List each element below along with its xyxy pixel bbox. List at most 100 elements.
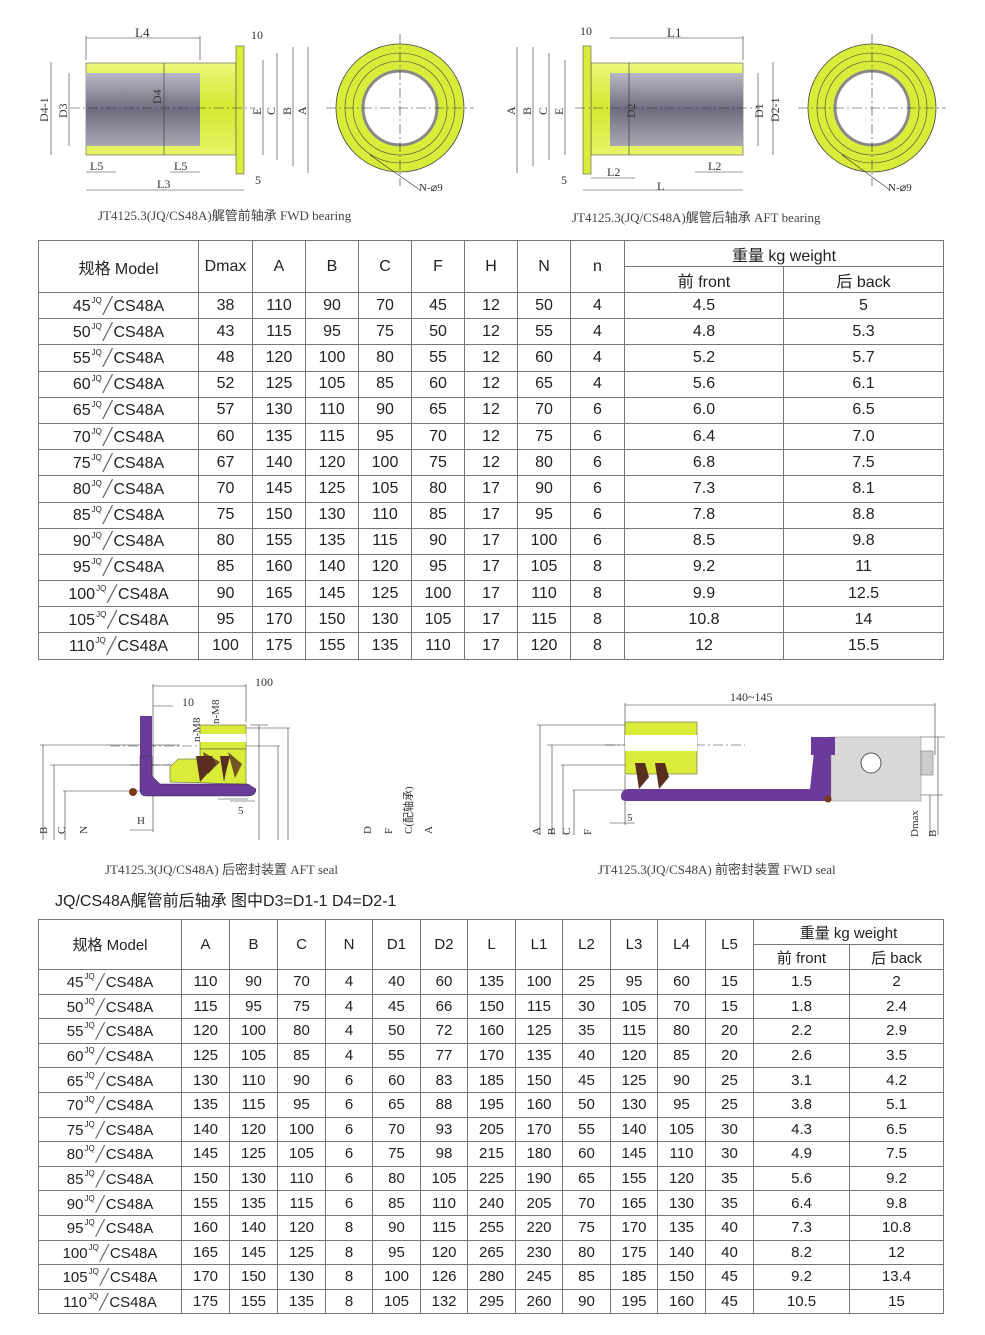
table-cell: 75 [277,993,326,1020]
model-sup: JQ [91,295,102,305]
table-row: 70JQ╱CS48A 60 135 115 95 70 12 75 6 6.4 7.0 [38,422,945,451]
table-cell: 35 [705,1190,754,1216]
table-cell: 4.3 [753,1116,850,1143]
table-cell: 150 [657,1264,706,1290]
model-cell: 100JQ╱CS48A [38,1239,182,1266]
table-cell: 12 [464,291,518,320]
dim-D3: D3 [56,103,70,118]
table-cell: 240 [467,1190,516,1216]
table-cell: 8.2 [753,1239,850,1266]
model-sup: JQ [91,321,102,331]
table-cell: 98 [420,1141,468,1167]
bearing-spec-table: 规格 Model A B C N D1 D2 L L1 L2 L3 L4 L5 … [38,919,945,1315]
slash: ╱ [107,585,117,603]
table-cell: 6.4 [753,1190,850,1216]
table-cell: 140 [610,1116,658,1143]
table-cell: 90 [305,291,359,320]
table-cell: 135 [305,527,359,555]
table-cell: 15 [705,993,754,1020]
table-cell: 7.3 [624,475,784,503]
table-cell: 70 [562,1190,611,1216]
slash: ╱ [102,480,113,498]
table-cell: 85 [562,1264,611,1290]
model-size: 75 [72,454,91,472]
table-cell: 95 [517,501,571,529]
model-sup: JQ [91,531,102,541]
dim-B: B [520,107,534,115]
table-cell: 225 [467,1165,516,1192]
table-cell: 120 [277,1214,326,1241]
table-cell: 7.5 [848,1141,945,1167]
model-size: 105 [62,1269,88,1287]
model-size: 110 [63,1294,88,1312]
table-cell: 7.5 [782,449,945,477]
table-cell: 190 [515,1165,563,1192]
table-cell: 9.2 [753,1264,850,1290]
table-cell: 115 [515,993,563,1020]
model-cell: 85JQ╱CS48A [38,1165,182,1192]
dim-n-M8: n-M8 [191,717,203,742]
table-cell: 95 [358,422,412,451]
table-cell: 75 [411,449,465,477]
dim-B: B [927,830,939,837]
model-size: 50 [72,323,91,341]
model-cell: 90JQ╱CS48A [38,1190,182,1216]
model-size: 90 [66,1195,84,1213]
table-cell: 90 [517,475,571,503]
model-cell: 70JQ╱CS48A [38,422,199,451]
dim-D2-1: D2-1 [768,97,782,122]
table-row: 90JQ╱CS48A 155 135 115 6 85 110 240 205 70 165 130 3… [38,1190,945,1216]
table-row: 45JQ╱CS48A 38 110 90 70 45 12 50 4 4.5 5 [38,291,945,320]
table-cell: 120 [305,449,359,477]
table-cell: 125 [305,475,359,503]
table-cell: 85 [277,1042,326,1069]
table-cell: 80 [562,1239,611,1266]
dim-C: C [536,107,550,115]
header-l: L [467,919,516,970]
table-cell: 3.1 [753,1067,850,1093]
header-weight: 重量 kg weight [752,919,945,945]
table-cell: 95 [277,1091,326,1118]
table-cell: 105 [229,1042,278,1069]
table-cell: 95 [610,969,658,995]
table-cell: 25 [562,969,611,995]
table-cell: 120 [252,344,306,372]
model-size: 70 [72,428,91,446]
model-suffix: CS48A [105,974,154,992]
table-cell: 12 [464,396,518,424]
table-cell: 11 [782,553,945,582]
model-suffix: CS48A [105,1121,154,1139]
dim-L2: L2 [607,165,620,179]
model-size: 90 [72,533,91,551]
model-sup: JQ [91,400,102,410]
table-cell: 105 [610,993,658,1020]
table-cell: 180 [515,1141,563,1167]
table-cell: 55 [562,1116,611,1143]
table-cell: 17 [464,501,518,529]
dim-A: A [531,827,543,835]
model-sup: JQ [84,1169,95,1179]
table-cell: 140 [657,1239,706,1266]
table-cell: 60 [562,1141,611,1167]
dim-E: E [250,108,264,115]
table-cell: 60 [411,370,465,398]
model-cell: 55JQ╱CS48A [38,1018,182,1044]
table-cell: 17 [464,606,518,634]
model-sup: JQ [88,1267,99,1277]
table-cell: 165 [252,580,306,608]
model-suffix: CS48A [105,1072,154,1090]
model-sup: JQ [91,347,102,357]
table-cell: 10.8 [848,1214,945,1241]
model-cell: 60JQ╱CS48A [38,1042,182,1069]
table-cell: 115 [517,606,571,634]
table-cell: 150 [305,606,359,634]
table-cell: 125 [358,580,412,608]
table-cell: 6 [570,449,625,477]
table-cell: 4 [570,318,625,346]
slash: ╱ [102,533,113,551]
table-cell: 155 [181,1190,230,1216]
table-cell: 8 [325,1214,373,1241]
table-cell: 75 [562,1214,611,1241]
dim-D4: D4 [150,89,164,104]
model-cell: 105JQ╱CS48A [38,1264,182,1290]
